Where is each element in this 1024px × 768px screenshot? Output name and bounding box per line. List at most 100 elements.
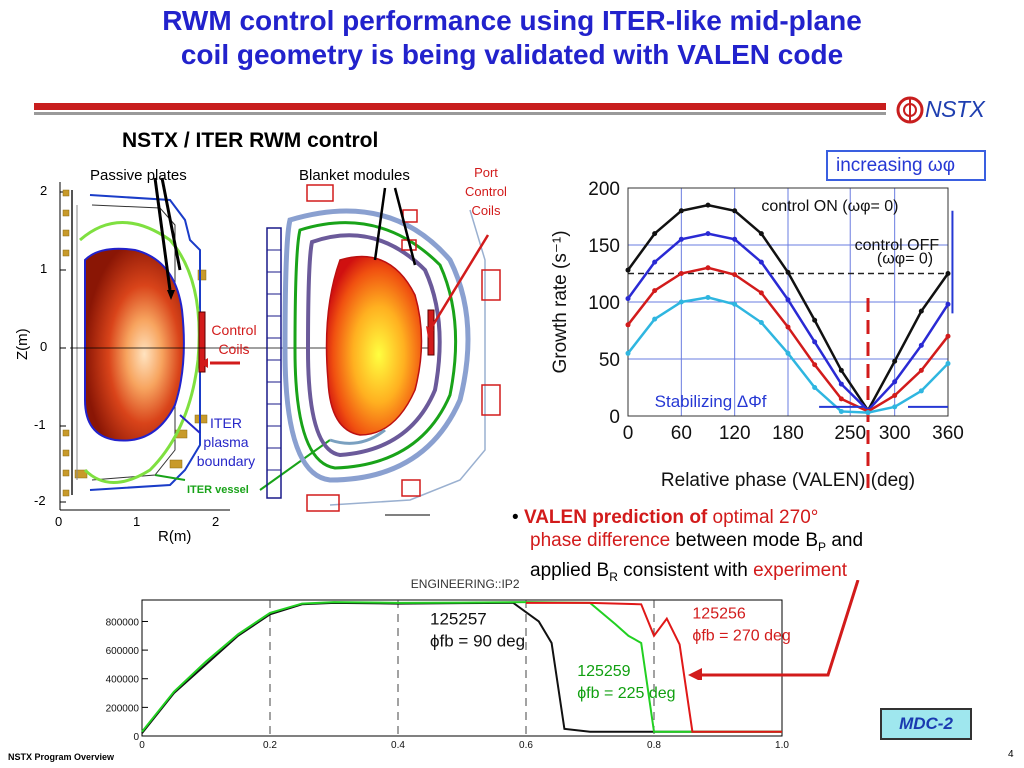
label-passive-plates: Passive plates [90,167,187,184]
series-point [812,339,818,345]
ip-series-label: 125259 [577,663,630,680]
iter-plasma-boundary-curve [79,221,201,484]
bullet-sub-p: P [818,539,827,554]
series-point [812,362,818,368]
left-ytick-2: 2 [40,183,48,198]
iter-line-3: boundary [196,453,256,469]
control-line-1: Control [211,322,257,338]
left-xtick-1: 1 [133,514,141,529]
series-point [918,308,924,314]
bullet-part4: between mode B [670,530,819,551]
label-control-coils: Control Coils [204,321,264,359]
ip-xtick-label: 0.4 [391,740,405,750]
logo-text: NSTX [925,96,985,122]
left-xlabel: R(m) [158,528,192,545]
xtick-label: 250 [834,423,866,444]
bullet-part3: phase difference [530,530,671,551]
ip-series-label: 125257 [430,609,487,628]
x-axis-label: Relative phase (VALEN) (deg) [661,470,915,491]
ip-series-phase: ϕfb = 90 deg [430,631,525,650]
xtick-label: 120 [719,423,751,444]
left-xtick-0: 0 [55,514,63,529]
bullet-sub-r: R [609,569,618,584]
series-point [785,324,791,330]
vacuum-vessel-outline [89,194,201,491]
ip-series-1 [141,601,782,733]
label-iter-plasma-boundary: ITER plasma boundary [190,414,262,471]
series-point [625,322,631,328]
series-point [945,333,951,339]
nstx-plasma [84,247,185,442]
series-point [705,231,711,237]
series-point [785,350,791,356]
series-point [732,236,738,242]
ip-xtick-label: 0.2 [263,740,277,750]
tokamak-cross-section-figure [59,177,501,516]
series-point [812,317,818,323]
ip-ytick-label: 800000 [106,617,140,628]
ip-xtick-label: 0.8 [647,740,661,750]
ip-xtick-label: 1.0 [775,740,789,750]
series-point [785,269,791,275]
xtick-label: 180 [772,423,804,444]
ytick-label: 100 [588,293,620,314]
iter-line-2: plasma [203,434,249,450]
title-line-1: RWM control performance using ITER-like … [162,5,862,36]
series-point [652,288,658,294]
iter-plasma [325,255,423,436]
ip-ytick-label: 600000 [106,646,140,657]
ip-series-phase: ϕfb = 225 deg [577,685,675,702]
mdc-badge: MDC-2 [880,708,972,740]
series-point [918,367,924,373]
title-rule-gray [34,112,886,115]
series-point [892,379,898,385]
left-ylabel: Z(m) [14,328,31,360]
nstx-logo-icon [896,96,924,124]
series-point [652,231,658,237]
label-iter-vessel: ITER vessel [187,484,249,496]
slide-title: RWM control performance using ITER-like … [0,4,1024,72]
ip-ytick-label: 400000 [106,675,140,686]
control-coil [198,311,206,373]
series-point [732,301,738,307]
ytick-label: 150 [588,236,620,257]
left-ytick-0: 0 [40,339,48,354]
xtick-label: 60 [671,423,692,444]
port-line-3: Coils [471,203,501,218]
left-xtick-2: 2 [212,514,220,529]
ytick-label: 50 [599,350,620,371]
ip-plot-frame [141,599,783,737]
ip-ytick-label: 200000 [106,703,140,714]
section-title: NSTX / ITER RWM control [122,129,379,152]
series-point [838,367,844,373]
bullet-part1: VALEN prediction of [523,507,708,528]
bullet-part8: experiment [753,559,848,581]
series-point [892,358,898,364]
left-ytick-minus1: -1 [34,417,46,432]
increasing-omega-box: increasing ωφ [826,150,986,181]
label-blanket-modules: Blanket modules [299,167,410,184]
ip-chart-title: ENGINEERING::IP2 [411,577,520,591]
annotation-control-on: control ON (ωφ= 0) [761,198,898,215]
footer-text: NSTX Program Overview [8,752,115,762]
ip-xtick-label: 0.6 [519,740,533,750]
left-ytick-1: 1 [40,261,48,276]
port-line-1: Port [474,165,498,180]
xtick-label: 360 [932,423,964,444]
series-point [838,408,844,414]
series-point [892,392,898,398]
series-point [758,290,764,296]
ip-series-phase: ϕfb = 270 deg [692,628,790,645]
series-point [812,385,818,390]
series-point [838,396,844,402]
series-point [705,294,711,300]
series-point [945,301,951,307]
series-point [945,361,951,367]
series-point [892,404,898,410]
label-port-control-coils: Port Control Coils [454,163,518,220]
bullet-valen-prediction: • VALEN prediction of optimal 270° phase… [512,506,1002,589]
left-ytick-minus2: -2 [34,493,46,508]
series-point [758,231,764,237]
title-line-2: coil geometry is being validated with VA… [180,39,844,70]
